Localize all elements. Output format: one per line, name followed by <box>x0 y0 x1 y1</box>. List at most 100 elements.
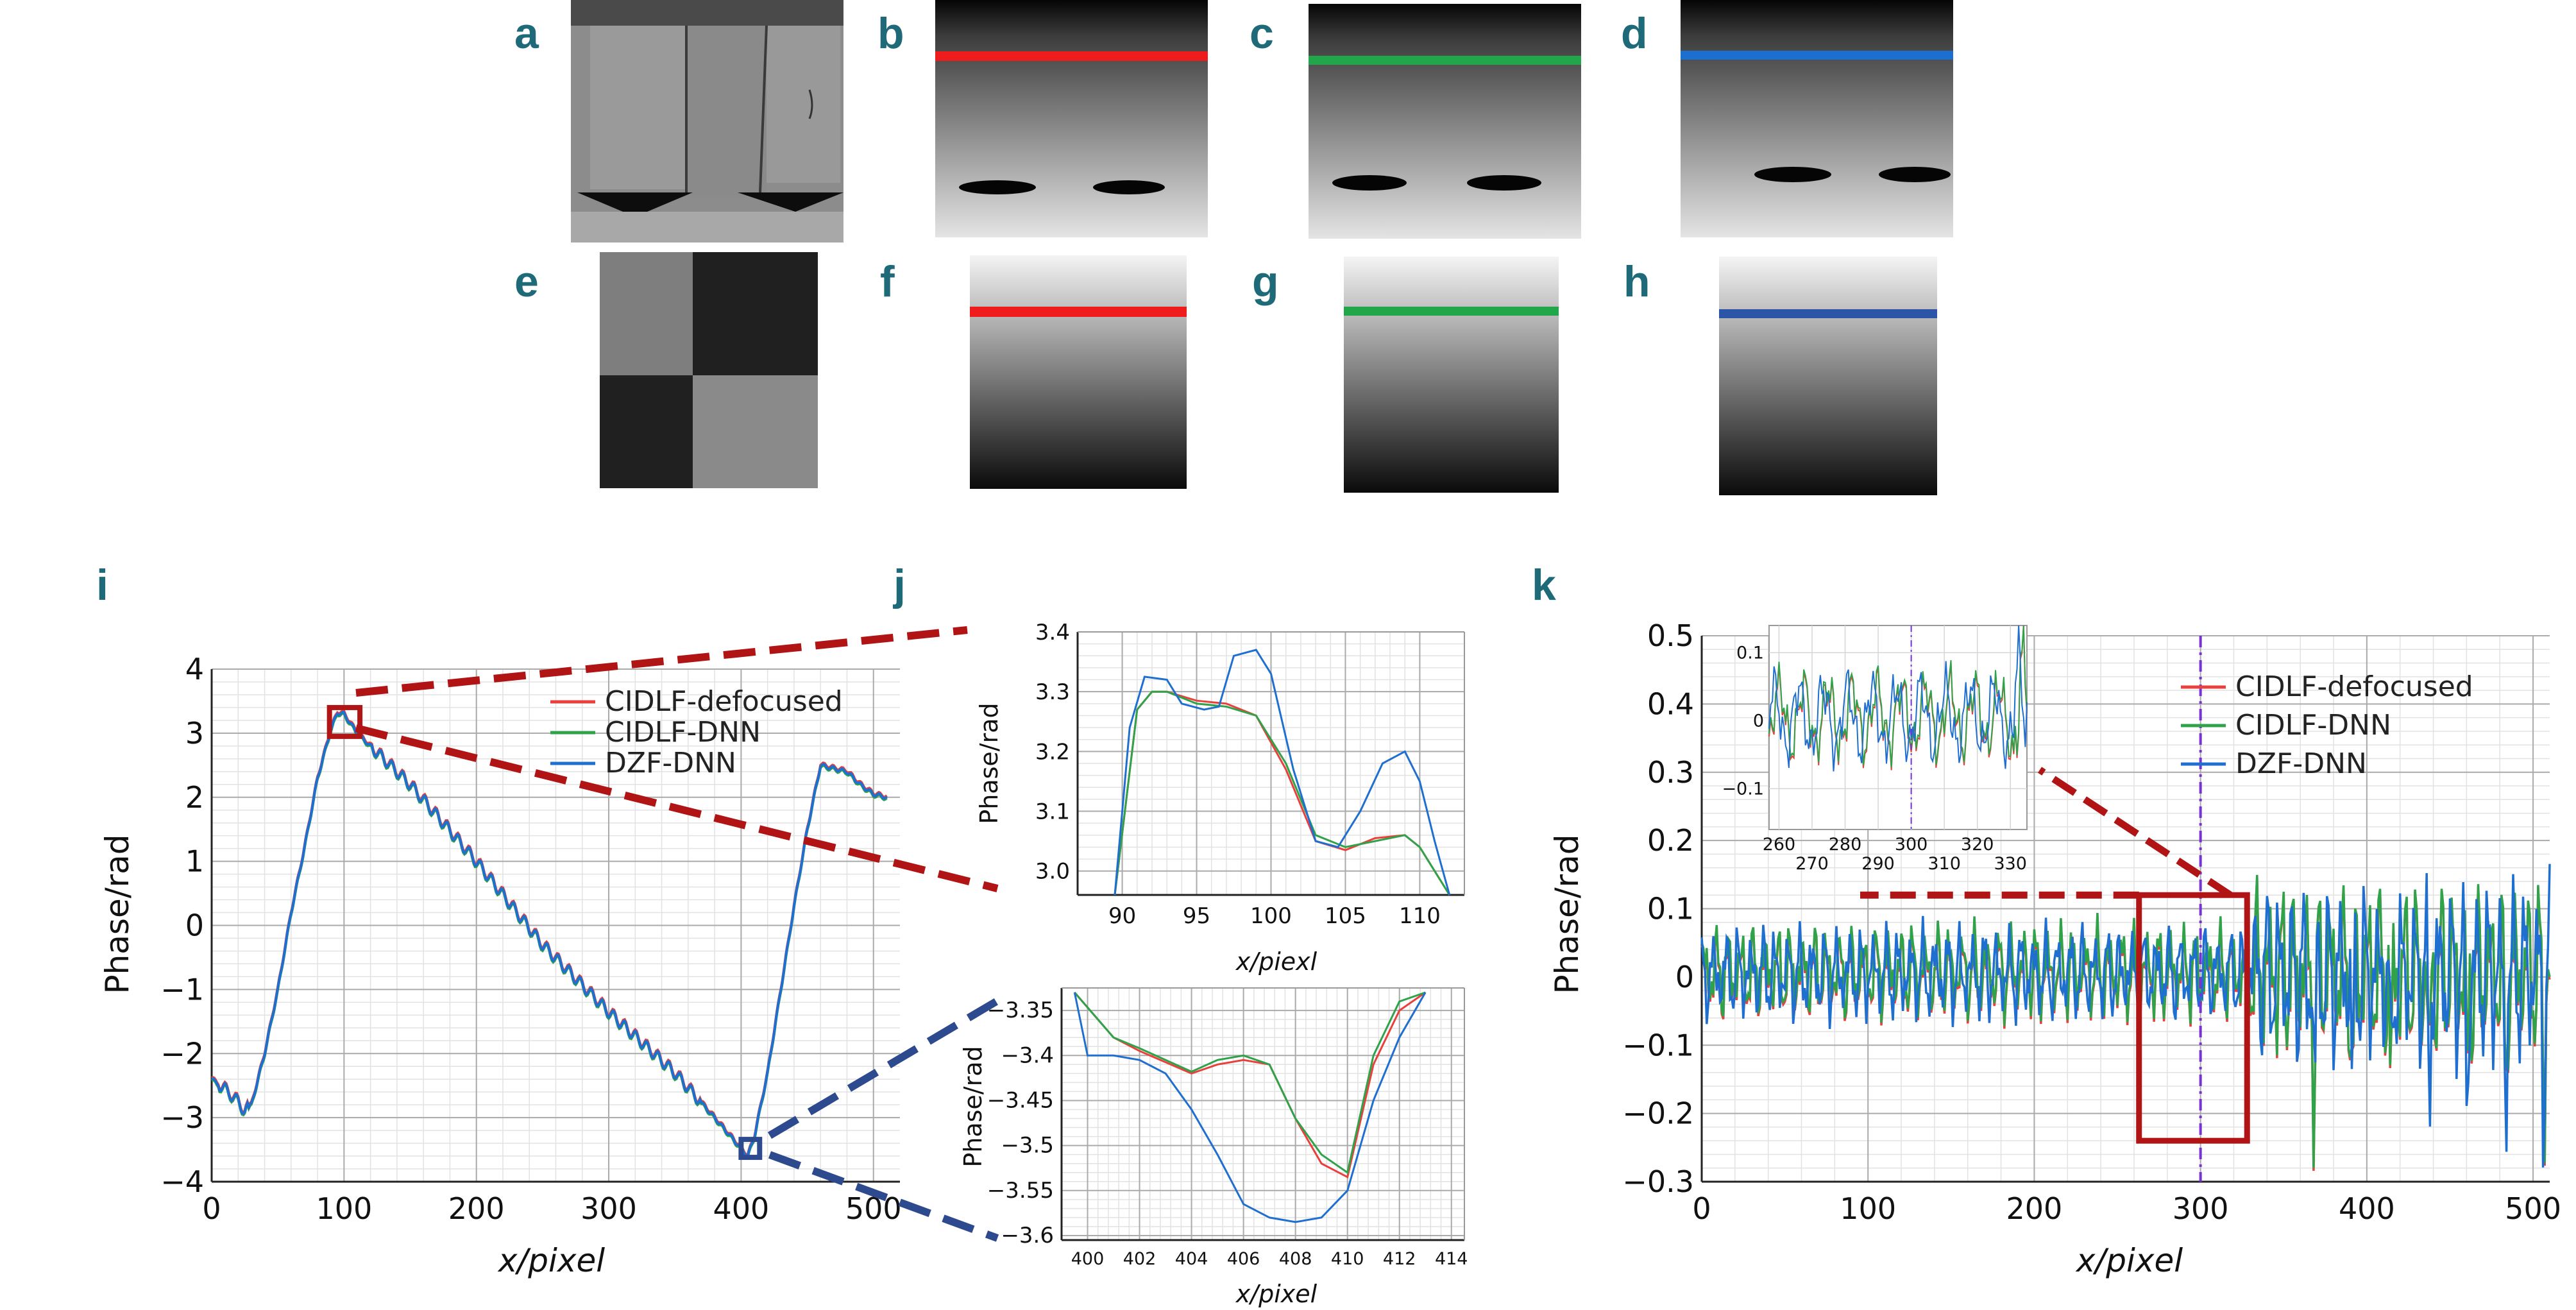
inset-x-tick-label: 270 <box>1795 854 1829 874</box>
panel-label-d: d <box>1621 9 1648 58</box>
chart-k-ylabel: Phase/rad <box>1548 834 1586 994</box>
y-tick-label: −3.6 <box>1001 1223 1054 1248</box>
series-line-dzf-dnn <box>1114 649 1451 896</box>
series-line-cidlf-dnn <box>1074 991 1426 1175</box>
x-tick-label: 300 <box>2173 1191 2229 1226</box>
panel-label-e: e <box>514 257 539 306</box>
y-tick-label: −4 <box>160 1164 204 1199</box>
x-tick-label: 100 <box>1250 903 1292 929</box>
image-f-phase-map <box>970 255 1187 489</box>
y-tick-label: 2 <box>185 780 204 815</box>
series-line-dzf-dnn <box>1073 992 1427 1223</box>
y-tick-label: 0 <box>185 908 204 943</box>
panel-label-f: f <box>880 257 895 306</box>
zoom-box-red <box>326 704 363 739</box>
y-tick-label: 4 <box>185 652 204 686</box>
x-tick-label: 414 <box>1435 1249 1468 1269</box>
x-tick-label: 406 <box>1227 1249 1260 1269</box>
x-tick-label: 90 <box>1108 903 1136 929</box>
y-tick-label: 0 <box>1675 960 1694 994</box>
x-tick-label: 300 <box>580 1191 637 1226</box>
chart-i-ylabel: Phase/rad <box>99 834 136 994</box>
image-b-phase-map <box>935 0 1208 237</box>
y-tick-label: −3.5 <box>1001 1133 1054 1159</box>
series-line-dzf-dnn <box>1700 863 2551 1168</box>
panel-label-j: j <box>892 561 906 609</box>
zoom-connector <box>2037 767 2233 898</box>
y-tick-label: 0.2 <box>1647 823 1694 858</box>
y-tick-label: 3.3 <box>1035 679 1070 705</box>
profile-line-blue <box>1681 51 1953 60</box>
series-line-cidlf-dnn <box>1114 690 1451 896</box>
y-tick-label: 1 <box>185 844 204 879</box>
y-tick-label: −2 <box>160 1036 204 1071</box>
y-tick-label: −3.55 <box>987 1178 1054 1204</box>
y-tick-label: 3.1 <box>1035 799 1070 825</box>
profile-line-blue <box>1719 309 1937 318</box>
inset-y-tick-label: −0.1 <box>1722 779 1764 799</box>
y-tick-label: −1 <box>160 972 204 1007</box>
y-tick-label: −3 <box>160 1100 204 1135</box>
panel-label-h: h <box>1623 257 1650 306</box>
inset-x-tick-label: 290 <box>1861 854 1895 874</box>
x-tick-label: 105 <box>1325 903 1366 929</box>
inset-series-line-dzf-dnn <box>1768 625 2028 772</box>
series-line-dzf-dnn <box>211 710 888 1157</box>
inset-x-tick-label: 310 <box>1928 854 1961 874</box>
y-tick-label: −3.45 <box>987 1087 1054 1113</box>
y-tick-label: 3.0 <box>1035 859 1070 885</box>
x-tick-label: 200 <box>2006 1191 2063 1226</box>
zoom-connector-red <box>355 626 968 697</box>
chart-i: 0 100 200 300 400 500 −4 −3 −2 −1 0 1 2 3 4 CIDLF-defoc… <box>160 652 901 1226</box>
series-line-cidlf-defocused <box>1074 991 1427 1179</box>
x-tick-label: 412 <box>1383 1249 1416 1269</box>
y-tick-label: 3 <box>185 716 204 751</box>
profile-line-green <box>1344 307 1559 316</box>
chart-k-xlabel: x/pixel <box>2075 1242 2183 1279</box>
y-tick-label: 0.4 <box>1647 686 1694 721</box>
chart-j-top: 90 95 100 105 110 3.0 3.1 3.2 3.3 3.4 <box>1035 620 1465 929</box>
x-tick-label: 408 <box>1279 1249 1312 1269</box>
panel-label-a: a <box>514 9 539 58</box>
panel-label-i: i <box>96 561 108 609</box>
inset-y-tick-label: 0.1 <box>1736 643 1764 663</box>
image-g-phase-map <box>1344 257 1559 493</box>
chart-j-bottom: 400 402 404 406 408 410 412 414 −3.35 −3.4 −3.45 −3… <box>987 987 1468 1269</box>
legend-label: CIDLF-defocused <box>2235 670 2473 703</box>
profile-line-red <box>935 51 1208 61</box>
panel-label-g: g <box>1252 257 1279 306</box>
x-tick-label: 400 <box>2339 1191 2395 1226</box>
inset-x-tick-label: 280 <box>1829 835 1862 855</box>
inset-x-tick-label: 300 <box>1895 835 1928 855</box>
y-tick-label: 0.5 <box>1647 618 1694 653</box>
image-a-step-object <box>571 0 843 242</box>
panel-label-k: k <box>1532 561 1556 609</box>
image-c-phase-map <box>1309 4 1581 239</box>
inset-x-tick-label: 330 <box>1994 854 2027 874</box>
y-tick-label: −3.4 <box>1001 1042 1054 1068</box>
y-tick-label: 0.1 <box>1647 892 1694 926</box>
chart-k: 0 100 200 300 400 500 −0.3 −0.2 −0.1 0 0.1 0.2 0.3 0.… <box>1622 618 2561 1226</box>
x-tick-label: 404 <box>1175 1249 1208 1269</box>
y-tick-label: −3.35 <box>987 998 1054 1023</box>
x-tick-label: 110 <box>1399 903 1441 929</box>
image-d-phase-map <box>1681 0 1953 237</box>
legend-label: CIDLF-DNN <box>2235 709 2391 742</box>
profile-line-red <box>970 307 1187 317</box>
inset-y-tick-label: 0 <box>1753 711 1764 731</box>
x-tick-label: 400 <box>713 1191 769 1226</box>
inset-x-tick-label: 260 <box>1763 835 1796 855</box>
legend-label: CIDLF-DNN <box>605 716 761 749</box>
x-tick-label: 200 <box>448 1191 505 1226</box>
x-tick-label: 95 <box>1183 903 1210 929</box>
x-tick-label: 100 <box>316 1191 372 1226</box>
inset-x-tick-label: 320 <box>1961 835 1994 855</box>
x-tick-label: 410 <box>1331 1249 1364 1269</box>
y-tick-label: −0.3 <box>1622 1164 1694 1199</box>
zoom-box-blue <box>738 1137 763 1161</box>
y-tick-label: 0.3 <box>1647 755 1694 790</box>
image-h-phase-map <box>1719 257 1937 495</box>
x-tick-label: 0 <box>202 1191 221 1226</box>
chart-j-top-xlabel: x/piexl <box>1235 948 1318 976</box>
